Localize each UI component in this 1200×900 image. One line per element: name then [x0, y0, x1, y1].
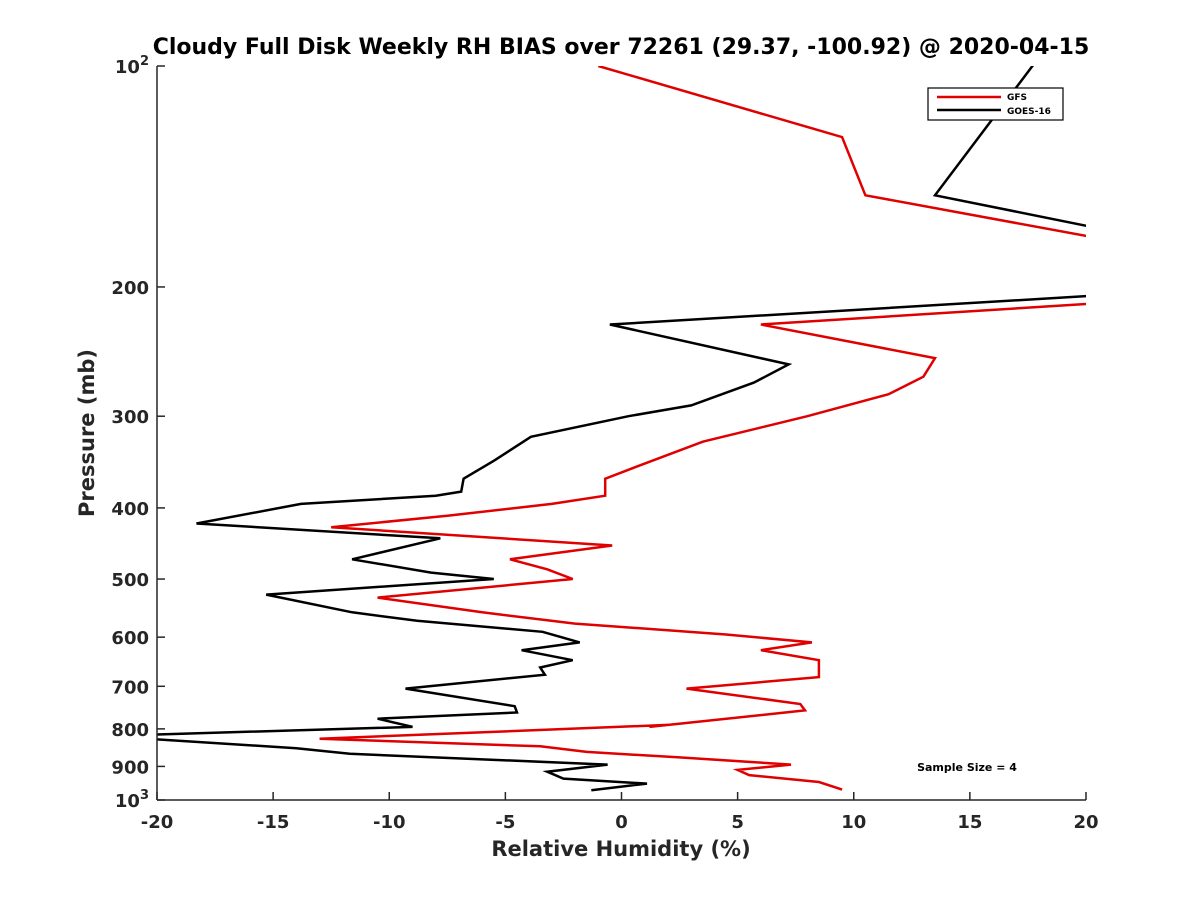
series-layer — [157, 66, 1086, 792]
legend-label-goes16: GOES-16 — [1007, 107, 1051, 117]
x-tick-label: 15 — [957, 812, 982, 833]
x-tick-label: -15 — [257, 812, 290, 833]
x-tick-label: -10 — [373, 812, 406, 833]
y-tick-label: 600 — [111, 628, 149, 649]
x-tick-label: 20 — [1073, 812, 1098, 833]
legend: GFS GOES-16 — [927, 87, 1064, 121]
y-tick-label: 200 — [111, 278, 149, 299]
x-tick-label: -5 — [495, 812, 515, 833]
x-tick-label: 10 — [841, 812, 866, 833]
series-line-gfs — [319, 66, 1086, 791]
y-tick-label: 500 — [111, 570, 149, 591]
x-ticks: -20 -15 -10 -5 0 5 10 15 20 — [141, 792, 1099, 833]
x-tick-label: -20 — [141, 812, 174, 833]
legend-label-gfs: GFS — [1007, 93, 1027, 103]
y-tick-label: 700 — [111, 677, 149, 698]
y-tick-label: 800 — [111, 720, 149, 741]
y-ticks: 102 200 300 400 500 600 700 800 900 103 — [111, 54, 165, 812]
y-axis-label: Pressure (mb) — [75, 349, 99, 517]
y-tick-label: 400 — [111, 499, 149, 520]
series-line-goes16 — [157, 66, 1086, 792]
y-tick-label: 900 — [111, 757, 149, 778]
x-tick-label: 0 — [615, 812, 628, 833]
x-axis-label: Relative Humidity (%) — [491, 837, 750, 861]
y-tick-label: 102 — [115, 54, 149, 78]
x-tick-label: 5 — [731, 812, 744, 833]
y-tick-label: 300 — [111, 407, 149, 428]
y-tick-label: 103 — [115, 788, 149, 812]
chart-title: Cloudy Full Disk Weekly RH BIAS over 722… — [153, 35, 1090, 60]
legend-box — [927, 87, 1064, 121]
sample-size-annotation: Sample Size = 4 — [917, 761, 1017, 774]
